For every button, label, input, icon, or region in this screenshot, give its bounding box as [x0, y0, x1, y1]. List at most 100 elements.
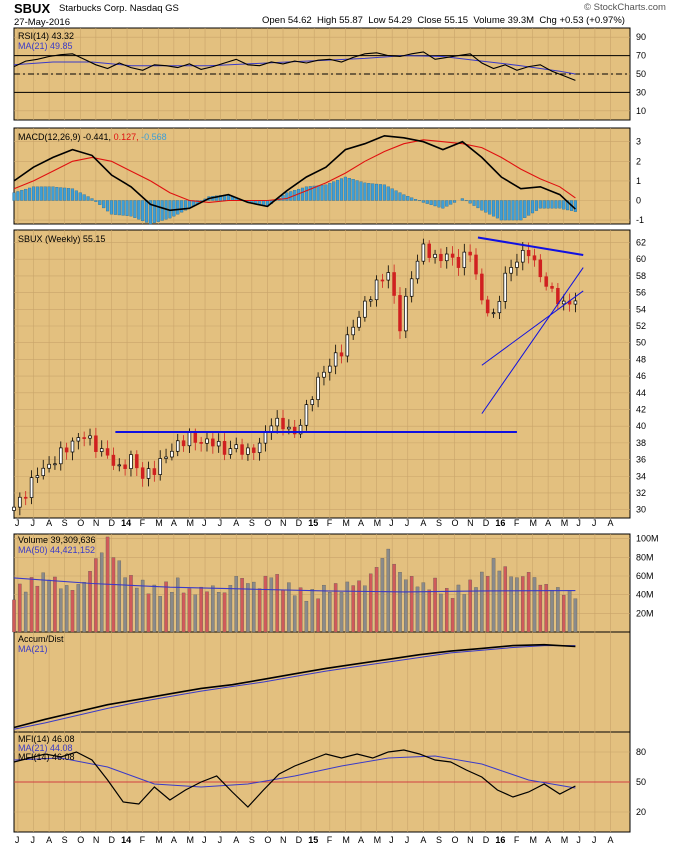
macd-histogram-bar	[573, 200, 577, 212]
y-tick-label: 100M	[636, 534, 659, 544]
price-candle-body	[363, 300, 367, 318]
price-candle-body	[269, 425, 274, 433]
volume-bar	[205, 591, 209, 633]
macd-histogram-bar	[121, 200, 125, 216]
volume-bar	[404, 579, 408, 633]
macd-histogram-bar	[82, 194, 86, 201]
x-tick-label: A	[358, 835, 364, 845]
price-candle-body	[573, 300, 578, 305]
y-tick-label: 0	[636, 195, 641, 205]
price-candle-body	[368, 299, 373, 302]
y-tick-label: 3	[636, 137, 641, 147]
x-tick-label: M	[530, 835, 538, 845]
y-tick-label: 50	[636, 338, 646, 348]
y-tick-label: 32	[636, 488, 646, 498]
volume-bar	[70, 590, 75, 633]
macd-histogram-bar	[421, 200, 425, 203]
price-candle-body	[556, 287, 560, 305]
volume-bar	[480, 571, 484, 633]
ohlc-summary: Open 54.62 High 55.87 Low 54.29 Close 55…	[262, 15, 625, 26]
macd-legend: MACD(12,26,9) -0.441, 0.127, -0.568	[18, 132, 167, 142]
macd-histogram-bar	[98, 200, 102, 205]
macd-histogram-bar	[530, 200, 535, 214]
price-candle-body	[76, 437, 81, 442]
macd-histogram-bar	[429, 200, 433, 205]
macd-histogram-bar	[308, 186, 312, 201]
price-candle-body	[409, 278, 414, 297]
macd-histogram-bar	[215, 195, 219, 201]
macd-histogram-bar	[176, 200, 180, 215]
x-tick-label: A	[358, 518, 364, 528]
macd-histogram-bar	[28, 187, 32, 201]
macd-histogram-bar	[363, 182, 367, 201]
macd-histogram-bar	[433, 200, 437, 207]
price-candle-body	[228, 448, 233, 455]
macd-histogram-bar	[386, 186, 390, 201]
volume-bar	[117, 560, 122, 633]
macd-histogram-bar	[59, 187, 63, 201]
x-tick-label: J	[218, 518, 223, 528]
trendline	[481, 290, 584, 366]
volume-bar	[175, 577, 180, 633]
macd-histogram-bar	[398, 192, 402, 201]
macd-histogram-bar	[74, 190, 78, 201]
volume-bar	[363, 585, 367, 633]
price-candle-body	[287, 426, 291, 430]
x-tick-label: M	[374, 835, 382, 845]
volume-bar	[445, 587, 449, 633]
volume-bar	[193, 594, 198, 633]
macd-histogram-bar	[94, 200, 98, 202]
x-tick-label: S	[62, 518, 68, 528]
price-candle-body	[152, 468, 157, 475]
volume-bar	[47, 579, 51, 633]
macd-histogram-bar	[425, 200, 429, 204]
x-tick-label: A	[233, 518, 239, 528]
price-candle-body	[304, 404, 309, 426]
quote-date: 27-May-2016	[14, 17, 70, 28]
price-candle-body	[234, 444, 238, 449]
volume-bar	[18, 583, 22, 633]
volume-bar	[509, 576, 513, 633]
price-candle-body	[222, 441, 227, 455]
macd-histogram-bar	[129, 200, 133, 217]
macd-histogram-bar	[336, 179, 340, 201]
x-tick-label: M	[155, 835, 163, 845]
volume-bar	[503, 566, 507, 633]
volume-bar	[252, 581, 256, 633]
price-candle-body	[398, 295, 402, 332]
y-tick-label: 20M	[636, 608, 654, 618]
price-candle-body	[415, 260, 420, 280]
x-tick-label: J	[15, 835, 20, 845]
price-candle-body	[117, 464, 122, 467]
x-tick-label: 15	[308, 835, 318, 845]
volume-bar	[146, 593, 151, 633]
price-candle-body	[292, 426, 297, 435]
macd-histogram-bar	[367, 183, 371, 201]
x-tick-label: O	[452, 518, 459, 528]
volume-bar	[485, 576, 490, 633]
macd-histogram-bar	[558, 200, 562, 209]
x-tick-label: J	[576, 518, 581, 528]
price-candle-body	[164, 456, 168, 459]
macd-histogram-bar	[51, 186, 55, 201]
volume-bar	[456, 584, 461, 633]
macd-histogram-bar	[90, 198, 94, 201]
y-tick-label: 36	[636, 455, 646, 465]
price-candle-body	[374, 279, 379, 301]
y-tick-label: 1	[636, 176, 641, 186]
price-candle-body	[474, 254, 478, 275]
volume-bar	[88, 571, 92, 633]
price-candle-body	[345, 334, 350, 357]
volume-bar	[240, 578, 244, 633]
y-tick-label: 46	[636, 371, 646, 381]
macd-histogram-bar	[145, 200, 149, 223]
x-tick-label: D	[296, 518, 303, 528]
price-candle-body	[18, 496, 22, 508]
macd-histogram-bar	[511, 200, 515, 221]
y-tick-label: 80	[636, 747, 646, 757]
volume-bar	[474, 587, 478, 633]
volume-bar	[433, 577, 437, 633]
chart-header: SBUX Starbucks Corp. Nasdaq GS 27-May-20…	[0, 0, 700, 30]
volume-bar	[515, 577, 519, 633]
